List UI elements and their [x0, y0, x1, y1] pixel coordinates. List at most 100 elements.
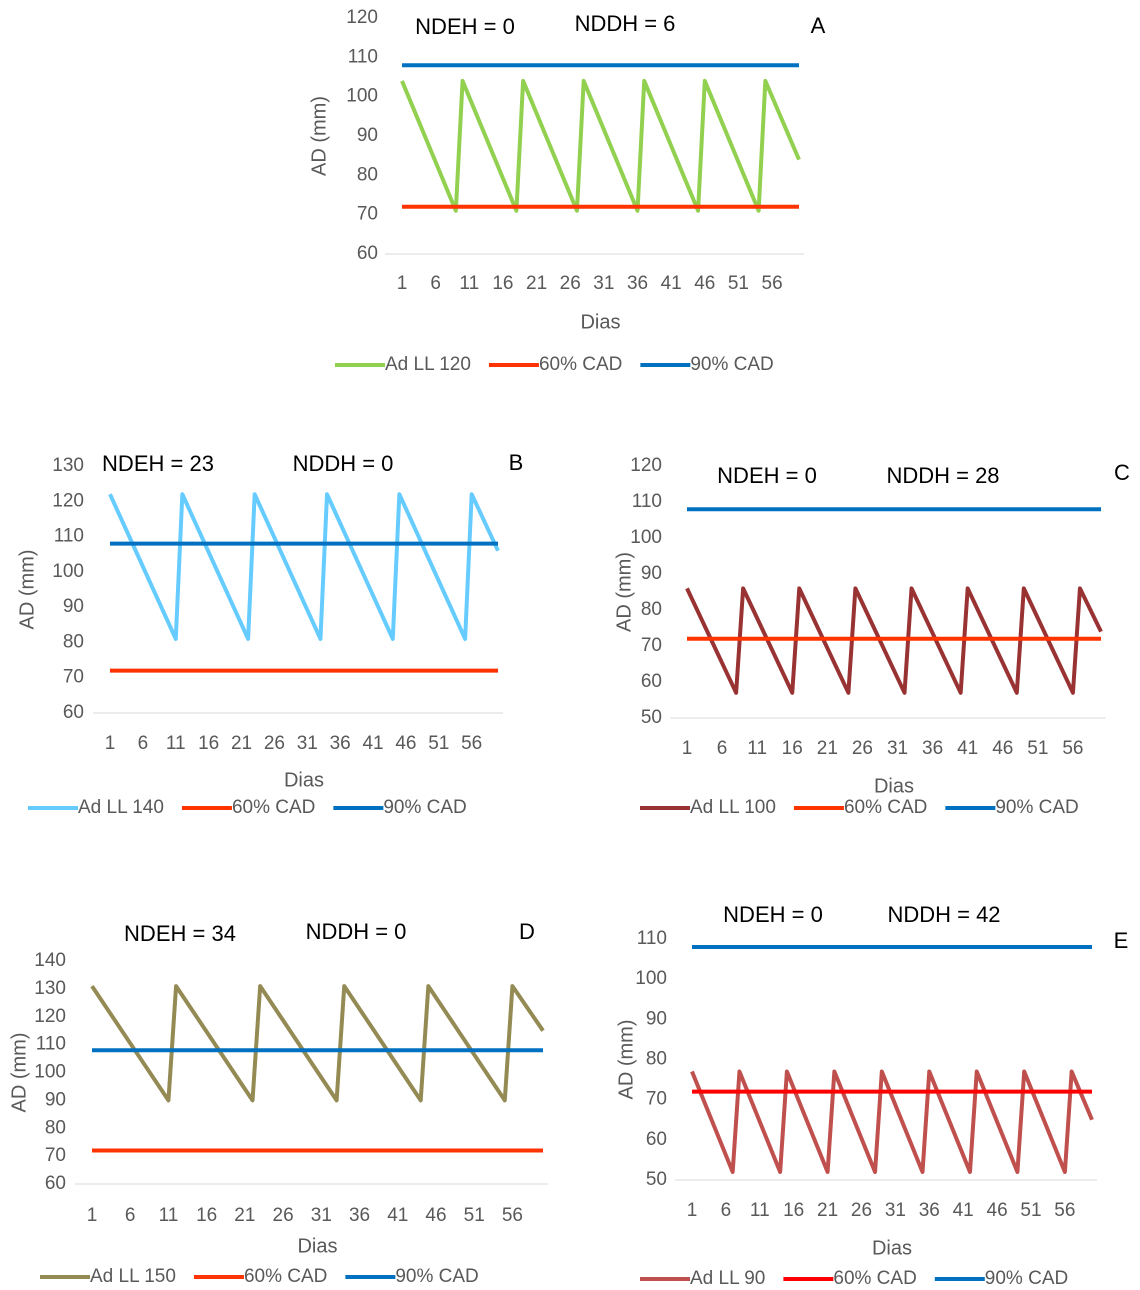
- x-tick-label: 36: [922, 738, 943, 759]
- x-tick-label: 26: [273, 1205, 294, 1226]
- x-tick-label: 1: [87, 1205, 98, 1226]
- x-tick-label: 1: [397, 273, 408, 294]
- x-tick-label: 46: [694, 273, 715, 294]
- y-tick-label: 80: [63, 631, 84, 652]
- y-tick-label: 60: [641, 671, 662, 692]
- legend-label: 90% CAD: [383, 797, 466, 818]
- x-tick-label: 1: [687, 1200, 698, 1221]
- x-tick-label: 56: [1054, 1200, 1075, 1221]
- y-tick-label: 50: [646, 1169, 667, 1190]
- legend-label: 90% CAD: [995, 797, 1078, 818]
- x-tick-label: 56: [762, 273, 783, 294]
- annotation: NDEH = 34: [124, 921, 236, 946]
- y-tick-label: 90: [45, 1089, 66, 1110]
- x-tick-label: 16: [782, 738, 803, 759]
- legend-label: 60% CAD: [232, 797, 315, 818]
- x-tick-label: 31: [311, 1205, 332, 1226]
- x-tick-label: 6: [125, 1205, 136, 1226]
- x-tick-label: 1: [682, 738, 693, 759]
- x-tick-label: 1: [105, 733, 116, 754]
- y-tick-label: 80: [646, 1049, 667, 1070]
- data-line: [690, 1069, 1094, 1174]
- y-tick-label: 120: [52, 490, 84, 511]
- annotation: E: [1114, 928, 1129, 953]
- x-tick-label: 11: [750, 1200, 770, 1221]
- x-tick-label: 41: [661, 273, 682, 294]
- annotation: A: [811, 13, 826, 38]
- annotation: NDDH = 0: [293, 451, 394, 476]
- legend-label: 90% CAD: [985, 1268, 1068, 1289]
- x-tick-label: 56: [1062, 738, 1083, 759]
- x-tick-label: 51: [1027, 738, 1048, 759]
- x-tick-label: 21: [817, 1200, 838, 1221]
- x-tick-label: 11: [159, 1205, 179, 1226]
- y-tick-label: 80: [641, 599, 662, 620]
- x-tick-label: 31: [887, 738, 908, 759]
- annotation: NDDH = 28: [886, 463, 999, 488]
- y-tick-label: 90: [646, 1008, 667, 1029]
- annotation: NDDH = 6: [575, 11, 676, 36]
- legend-label: 60% CAD: [244, 1266, 327, 1287]
- x-tick-label: 21: [234, 1205, 255, 1226]
- x-tick-label: 41: [362, 733, 383, 754]
- y-tick-label: 130: [34, 978, 66, 999]
- x-tick-label: 31: [297, 733, 318, 754]
- y-tick-label: 60: [45, 1173, 66, 1194]
- x-tick-label: 26: [560, 273, 581, 294]
- x-tick-label: 6: [717, 738, 728, 759]
- data-line: [90, 984, 545, 1103]
- annotation: NDDH = 42: [887, 902, 1000, 927]
- x-tick-label: 46: [992, 738, 1013, 759]
- y-tick-label: 130: [52, 455, 84, 476]
- y-tick-label: 90: [357, 125, 378, 146]
- y-axis-label: AD (mm): [308, 96, 330, 176]
- x-tick-label: 6: [721, 1200, 732, 1221]
- y-tick-label: 70: [641, 635, 662, 656]
- x-tick-label: 16: [783, 1200, 804, 1221]
- legend-label: Ad LL 150: [90, 1266, 176, 1287]
- x-tick-label: 41: [957, 738, 978, 759]
- y-tick-label: 90: [641, 563, 662, 584]
- y-tick-label: 100: [34, 1062, 66, 1083]
- x-tick-label: 41: [387, 1205, 408, 1226]
- annotation: NDEH = 0: [723, 902, 823, 927]
- x-tick-label: 21: [526, 273, 547, 294]
- x-axis-label: Dias: [874, 775, 914, 797]
- x-tick-label: 56: [461, 733, 482, 754]
- y-tick-label: 100: [346, 86, 378, 107]
- legend-label: 60% CAD: [833, 1268, 916, 1289]
- legend-label: 90% CAD: [690, 354, 773, 375]
- x-tick-label: 11: [459, 273, 479, 294]
- y-tick-label: 120: [630, 455, 662, 476]
- x-tick-label: 21: [817, 738, 838, 759]
- x-tick-label: 26: [851, 1200, 872, 1221]
- x-axis-label: Dias: [580, 311, 620, 333]
- annotation: D: [519, 919, 535, 944]
- annotation: NDEH = 0: [717, 463, 817, 488]
- y-tick-label: 70: [45, 1145, 66, 1166]
- x-tick-label: 36: [349, 1205, 370, 1226]
- x-tick-label: 26: [852, 738, 873, 759]
- y-tick-label: 100: [635, 968, 667, 989]
- x-tick-label: 36: [919, 1200, 940, 1221]
- x-tick-label: 56: [502, 1205, 523, 1226]
- annotation: NDEH = 0: [415, 14, 515, 39]
- legend-label: Ad LL 90: [690, 1268, 765, 1289]
- y-tick-label: 70: [646, 1089, 667, 1110]
- x-tick-label: 26: [264, 733, 285, 754]
- y-tick-label: 70: [357, 204, 378, 225]
- x-tick-label: 11: [747, 738, 767, 759]
- y-axis-label: AD (mm): [615, 1020, 637, 1100]
- y-tick-label: 60: [63, 702, 84, 723]
- y-tick-label: 90: [63, 596, 84, 617]
- legend-label: 60% CAD: [844, 797, 927, 818]
- annotation: C: [1114, 460, 1130, 485]
- annotation: B: [509, 450, 524, 475]
- x-tick-label: 41: [953, 1200, 974, 1221]
- x-tick-label: 6: [430, 273, 441, 294]
- x-tick-label: 6: [138, 733, 149, 754]
- y-tick-label: 110: [348, 46, 378, 67]
- data-line: [400, 78, 801, 213]
- x-tick-label: 51: [464, 1205, 485, 1226]
- y-axis-label: AD (mm): [613, 552, 635, 632]
